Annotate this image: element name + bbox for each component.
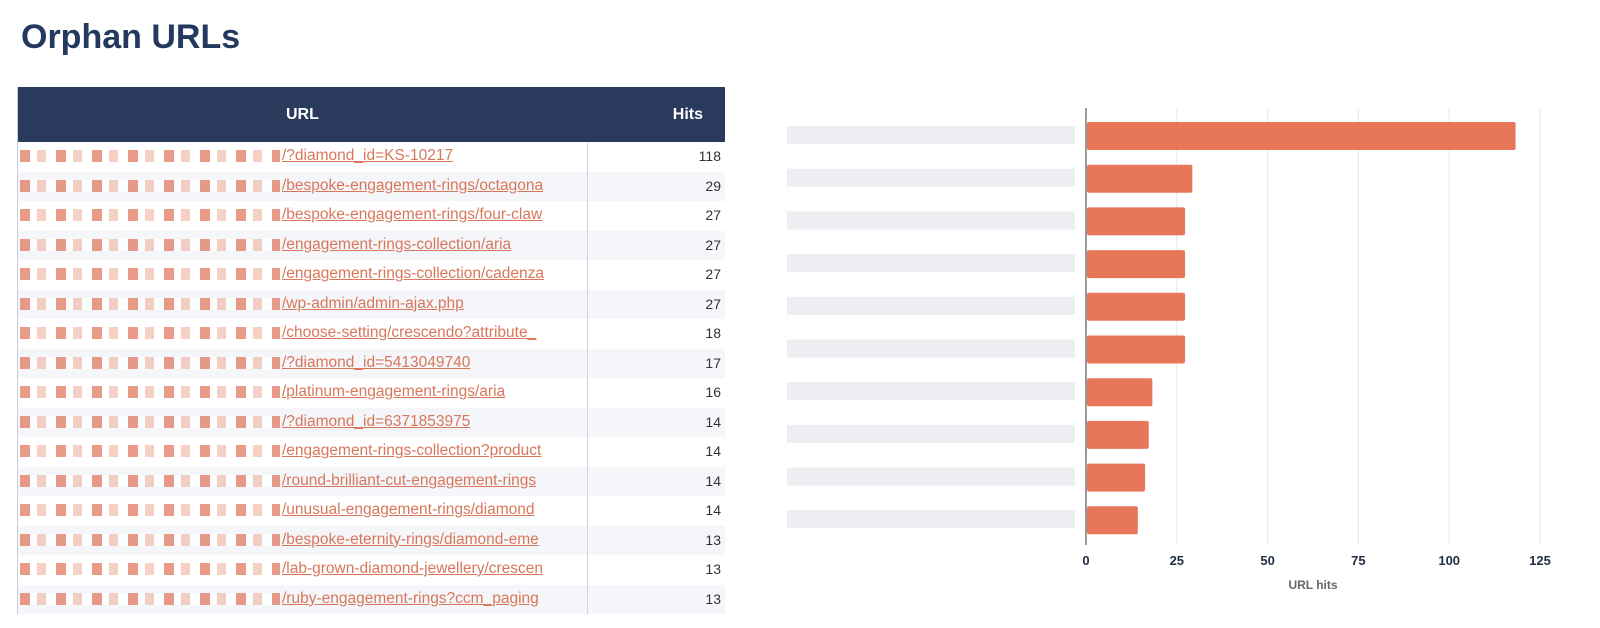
hits-value: 27 bbox=[705, 295, 721, 312]
hits-value: 14 bbox=[705, 502, 721, 518]
column-header-hits[interactable]: Hits bbox=[672, 106, 703, 123]
redacted-category-label bbox=[787, 126, 1075, 144]
table-row: /engagement-rings-collection?product 14 bbox=[18, 437, 725, 467]
orphan-urls-table: URL Hits /?diamond_id=KS-10217 118 /besp… bbox=[17, 87, 725, 614]
table-row: /unusual-engagement-rings/diamond 14 bbox=[18, 496, 725, 526]
x-tick-label: 75 bbox=[1351, 553, 1365, 568]
url-link[interactable]: /platinum-engagement-rings/aria bbox=[282, 383, 506, 400]
url-link[interactable]: /ruby-engagement-rings?ccm_paging bbox=[282, 589, 539, 607]
bar bbox=[1087, 463, 1146, 492]
x-tick-label: 25 bbox=[1170, 553, 1184, 568]
redacted-category-label bbox=[787, 339, 1075, 358]
redacted-category-label bbox=[787, 296, 1075, 315]
hits-value: 16 bbox=[705, 384, 721, 400]
url-link[interactable]: /bespoke-eternity-rings/diamond-eme bbox=[282, 530, 539, 548]
redacted-category-label bbox=[787, 467, 1075, 486]
redacted-domain bbox=[20, 592, 280, 605]
redacted-category-label bbox=[787, 424, 1075, 443]
column-divider bbox=[587, 142, 588, 614]
url-link[interactable]: /bespoke-engagement-rings/four-claw bbox=[282, 206, 543, 223]
table-body: /?diamond_id=KS-10217 118 /bespoke-engag… bbox=[18, 142, 725, 614]
bar bbox=[1087, 164, 1193, 193]
redacted-domain bbox=[20, 297, 280, 310]
table-row: /bespoke-engagement-rings/octagona 29 bbox=[18, 171, 725, 201]
table-row: /?diamond_id=6371853975 14 bbox=[18, 407, 725, 437]
redacted-domain bbox=[20, 474, 280, 487]
table-row: /bespoke-eternity-rings/diamond-eme 13 bbox=[18, 525, 725, 555]
x-tick-label: 50 bbox=[1260, 553, 1274, 568]
redacted-domain bbox=[20, 268, 280, 280]
hits-value: 27 bbox=[705, 207, 721, 223]
hits-value: 27 bbox=[705, 236, 721, 253]
table-row: /engagement-rings-collection/cadenza 27 bbox=[18, 260, 725, 290]
redacted-domain bbox=[20, 533, 280, 546]
redacted-category-label bbox=[787, 168, 1075, 187]
url-link[interactable]: /round-brilliant-cut-engagement-rings bbox=[282, 471, 537, 489]
hits-value: 17 bbox=[705, 354, 721, 371]
url-link[interactable]: /bespoke-engagement-rings/octagona bbox=[282, 176, 544, 194]
table-row: /?diamond_id=5413049740 17 bbox=[18, 348, 725, 378]
redacted-domain bbox=[20, 150, 280, 162]
table-row: /bespoke-engagement-rings/four-claw 27 bbox=[18, 201, 725, 231]
x-tick-label: 100 bbox=[1438, 553, 1460, 568]
table-row: /choose-setting/crescendo?attribute_ 18 bbox=[18, 319, 725, 349]
x-tick-label: 125 bbox=[1529, 553, 1551, 568]
hits-value: 29 bbox=[705, 177, 721, 194]
url-link[interactable]: /?diamond_id=5413049740 bbox=[282, 353, 471, 371]
redacted-category-label bbox=[787, 382, 1075, 401]
redacted-domain bbox=[20, 238, 280, 251]
url-link[interactable]: /choose-setting/crescendo?attribute_ bbox=[282, 324, 537, 341]
bar bbox=[1087, 250, 1186, 279]
hits-value: 14 bbox=[705, 472, 721, 489]
table-header: URL Hits bbox=[18, 87, 725, 142]
redacted-domain bbox=[20, 356, 280, 369]
redacted-domain bbox=[20, 386, 280, 398]
bar bbox=[1087, 506, 1138, 535]
url-link[interactable]: /?diamond_id=KS-10217 bbox=[282, 147, 454, 164]
table-row: /lab-grown-diamond-jewellery/crescen 13 bbox=[18, 555, 725, 585]
redacted-category-label bbox=[787, 510, 1075, 529]
redacted-domain bbox=[20, 179, 280, 192]
url-link[interactable]: /lab-grown-diamond-jewellery/crescen bbox=[282, 560, 544, 577]
redacted-category-label bbox=[787, 254, 1075, 273]
redacted-domain bbox=[20, 327, 280, 339]
bar bbox=[1087, 292, 1186, 321]
bar bbox=[1087, 122, 1516, 150]
table-row: /platinum-engagement-rings/aria 16 bbox=[18, 378, 725, 408]
table-row: /round-brilliant-cut-engagement-rings 14 bbox=[18, 466, 725, 496]
x-tick-label: 0 bbox=[1082, 553, 1089, 568]
table-row: /wp-admin/admin-ajax.php 27 bbox=[18, 289, 725, 319]
url-link[interactable]: /engagement-rings-collection/cadenza bbox=[282, 265, 544, 282]
bar bbox=[1087, 378, 1153, 407]
column-header-url[interactable]: URL bbox=[286, 106, 319, 123]
redacted-category-label bbox=[787, 211, 1075, 230]
bar bbox=[1087, 420, 1149, 449]
x-axis-title: URL hits bbox=[1288, 578, 1337, 592]
redacted-domain bbox=[20, 445, 280, 457]
redacted-domain bbox=[20, 504, 280, 516]
hits-value: 14 bbox=[705, 413, 721, 430]
url-link[interactable]: /engagement-rings-collection/aria bbox=[282, 235, 512, 253]
hits-value: 27 bbox=[705, 266, 721, 282]
url-link[interactable]: /?diamond_id=6371853975 bbox=[282, 412, 471, 430]
hits-value: 118 bbox=[698, 148, 721, 164]
hits-value: 13 bbox=[705, 590, 721, 607]
page-title: Orphan URLs bbox=[21, 18, 241, 56]
table-row: /ruby-engagement-rings?ccm_paging 13 bbox=[18, 584, 725, 614]
hits-value: 13 bbox=[705, 561, 721, 577]
bar bbox=[1087, 335, 1186, 364]
hits-value: 14 bbox=[705, 443, 721, 459]
table-row: /?diamond_id=KS-10217 118 bbox=[18, 142, 725, 172]
redacted-domain bbox=[20, 209, 280, 221]
url-link[interactable]: /engagement-rings-collection?product bbox=[282, 442, 542, 459]
bar bbox=[1087, 207, 1186, 236]
redacted-domain bbox=[20, 563, 280, 575]
table-row: /engagement-rings-collection/aria 27 bbox=[18, 230, 725, 260]
url-link[interactable]: /unusual-engagement-rings/diamond bbox=[282, 501, 535, 518]
hits-value: 18 bbox=[705, 325, 721, 341]
hits-value: 13 bbox=[705, 531, 721, 548]
redacted-domain bbox=[20, 415, 280, 428]
url-link[interactable]: /wp-admin/admin-ajax.php bbox=[282, 294, 464, 312]
